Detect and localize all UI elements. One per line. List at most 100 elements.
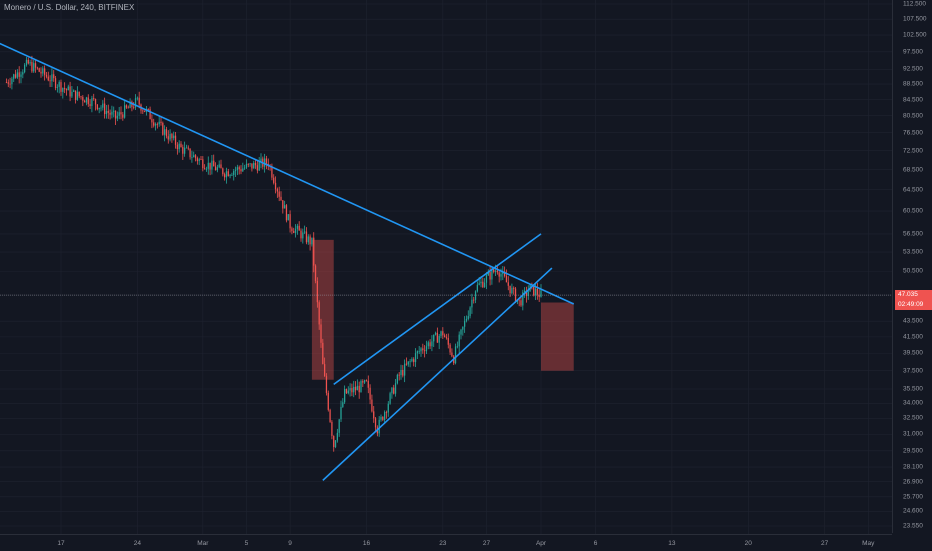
- candle-body: [24, 65, 26, 73]
- candle-body: [62, 88, 64, 92]
- candle-body: [289, 214, 291, 229]
- candle-body: [56, 86, 58, 88]
- candle-body: [264, 158, 266, 167]
- candle-body: [200, 159, 202, 161]
- candle-body: [354, 386, 357, 391]
- y-tick-label: 107.500: [903, 15, 927, 23]
- descending-trendline: [0, 42, 575, 305]
- candle-body: [67, 86, 69, 91]
- candle-body: [44, 68, 46, 75]
- candle-body: [240, 169, 242, 172]
- candle-body: [29, 62, 31, 64]
- candle-body: [524, 290, 526, 293]
- candle-body: [71, 91, 73, 97]
- candle-body: [324, 364, 326, 377]
- candle-body: [540, 290, 542, 297]
- candle-body: [391, 387, 393, 394]
- candle-body: [389, 393, 391, 404]
- candle-body: [105, 111, 108, 115]
- candle-body: [76, 91, 78, 100]
- candle-body: [424, 350, 426, 352]
- candle-body: [160, 121, 162, 123]
- candle-body: [60, 82, 62, 92]
- candle-body: [433, 334, 435, 342]
- candle-body: [162, 122, 164, 135]
- candle-body: [414, 353, 417, 363]
- candle-body: [454, 346, 457, 364]
- candle-body: [493, 269, 495, 272]
- candle-body: [242, 168, 244, 172]
- candles: [5, 55, 542, 452]
- candle-body: [393, 387, 395, 394]
- candle-body: [154, 123, 157, 126]
- y-tick-label: 35.500: [903, 385, 923, 393]
- candle-body: [496, 270, 498, 273]
- y-tick-label: 34.000: [903, 399, 923, 407]
- candle-body: [413, 359, 415, 363]
- candle-body: [458, 334, 460, 347]
- candle-body: [156, 123, 158, 125]
- candle-body: [360, 381, 362, 393]
- candle-body: [164, 129, 166, 135]
- candle-body: [278, 191, 280, 197]
- y-tick-label: 92.500: [903, 65, 923, 73]
- candle-body: [58, 82, 60, 87]
- candle-body: [411, 359, 413, 362]
- candle-body: [434, 332, 437, 335]
- candle-body: [313, 237, 315, 266]
- interval: 240: [80, 3, 94, 12]
- candle-body: [336, 432, 338, 441]
- price-axis[interactable]: 112.500 107.500 102.500 97.500 92.500 88.500 8…: [892, 0, 932, 533]
- candle-body: [169, 133, 171, 140]
- candle-body: [436, 332, 438, 343]
- candle-body: [127, 107, 129, 109]
- x-tick-label: May: [862, 540, 875, 547]
- candle-body: [51, 74, 53, 82]
- channel-upper: [333, 233, 542, 385]
- candle-body: [91, 98, 93, 106]
- candle-body: [202, 159, 204, 169]
- price-chart[interactable]: [0, 0, 892, 534]
- y-tick-label: 97.500: [903, 48, 923, 56]
- candle-body: [204, 168, 206, 170]
- x-tick-label: 27: [482, 540, 491, 547]
- candle-body: [14, 74, 17, 78]
- y-tick-label: 29.500: [903, 447, 923, 455]
- candle-body: [256, 165, 258, 171]
- candle-body: [449, 344, 451, 353]
- candle-body: [38, 68, 40, 72]
- drop-box: [311, 239, 334, 380]
- candle-body: [45, 74, 48, 77]
- candle-body: [314, 265, 317, 281]
- candle-body: [244, 167, 246, 169]
- candle-body: [144, 110, 146, 112]
- candle-body: [53, 74, 55, 79]
- candle-body: [87, 97, 89, 105]
- y-tick-label: 23.550: [903, 522, 923, 530]
- candle-body: [207, 162, 209, 169]
- candle-body: [349, 388, 351, 391]
- candle-body: [298, 225, 300, 231]
- x-tick-label: 9: [288, 540, 292, 547]
- candle-body: [233, 171, 235, 175]
- channel-lower: [322, 267, 553, 481]
- candle-body: [22, 72, 24, 75]
- candle-body: [42, 68, 44, 74]
- candle-body: [409, 361, 411, 363]
- candle-body: [136, 97, 138, 99]
- candle-body: [209, 162, 211, 170]
- y-tick-label: 41.500: [903, 333, 923, 341]
- candle-body: [282, 200, 284, 209]
- x-tick-label: Mar: [197, 540, 209, 547]
- candle-body: [518, 299, 520, 301]
- candle-body: [187, 147, 189, 149]
- candle-body: [271, 166, 273, 178]
- candle-body: [471, 299, 473, 308]
- candle-body: [398, 374, 400, 376]
- candle-body: [374, 418, 377, 428]
- candle-body: [333, 435, 335, 448]
- candle-body: [482, 281, 484, 288]
- candle-body: [9, 83, 11, 85]
- candle-body: [347, 390, 349, 394]
- time-axis[interactable]: 17 24 Mar 5 9 16 23 27 Apr 6 13 20 27 May: [0, 534, 892, 551]
